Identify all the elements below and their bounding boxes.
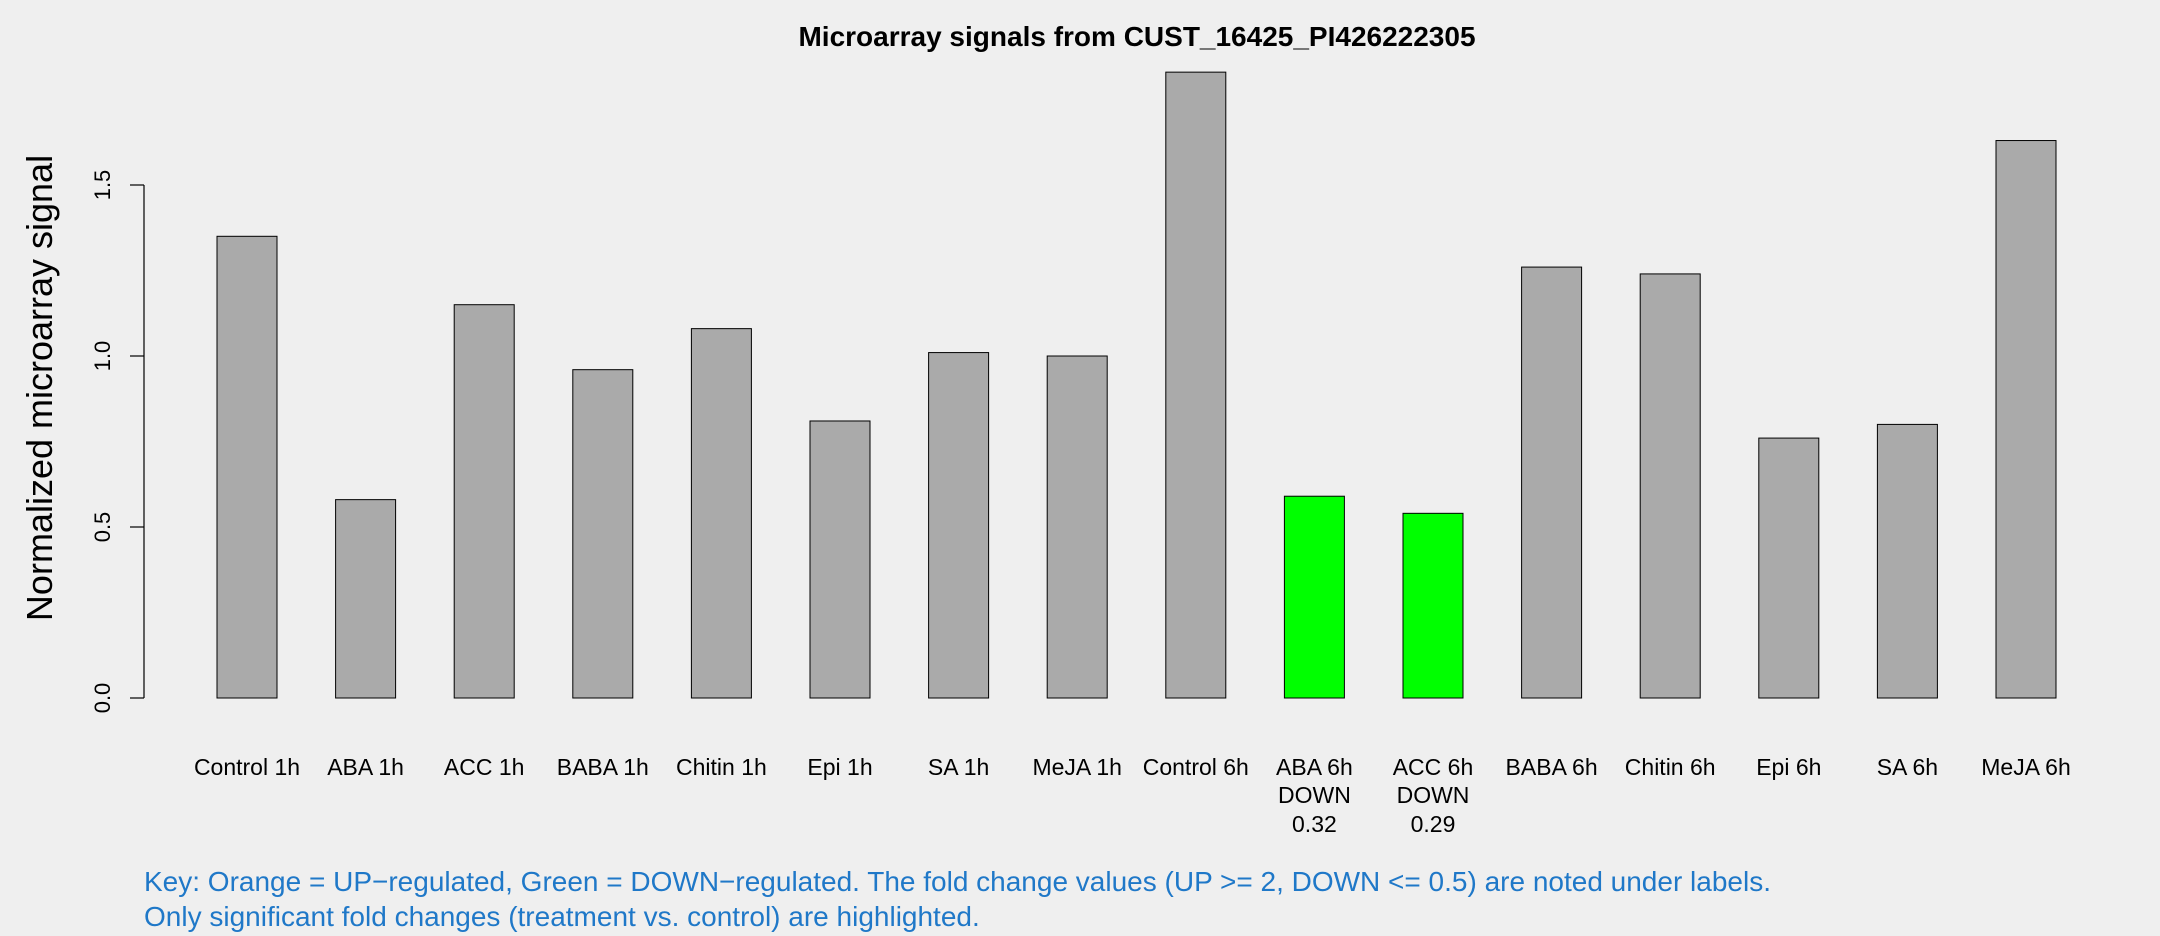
bar bbox=[216, 235, 278, 699]
x-tick-label: Control 1h bbox=[194, 754, 300, 780]
x-tick-label: ACC 6h bbox=[1393, 754, 1474, 780]
x-tick-label: Epi 6h bbox=[1756, 754, 1821, 780]
y-tick-label: 0.0 bbox=[90, 683, 115, 714]
bar bbox=[1402, 512, 1464, 699]
x-tick-label: BABA 1h bbox=[557, 754, 649, 780]
bar bbox=[1521, 266, 1583, 699]
key-note-line-1: Key: Orange = UP−regulated, Green = DOWN… bbox=[144, 866, 1771, 897]
x-tick-label: ACC 1h bbox=[444, 754, 525, 780]
x-tick-label: ABA 1h bbox=[327, 754, 404, 780]
y-tick-label: 1.5 bbox=[90, 170, 115, 201]
bar bbox=[1639, 273, 1701, 699]
y-tick-label: 1.0 bbox=[90, 341, 115, 372]
bar bbox=[572, 369, 634, 699]
x-tick-label: SA 1h bbox=[928, 754, 989, 780]
fold-change-label: 0.32 bbox=[1292, 811, 1337, 837]
bar bbox=[1758, 437, 1820, 699]
x-tick-labels: Control 1h ABA 1h ACC 1h BABA 1h Chitin 1h Ep… bbox=[194, 754, 2071, 837]
bar bbox=[1046, 355, 1108, 699]
bar bbox=[335, 499, 397, 699]
bar bbox=[690, 328, 752, 699]
y-axis: 0.0 0.5 1.0 1.5 bbox=[90, 170, 145, 714]
x-tick-label: SA 6h bbox=[1877, 754, 1938, 780]
x-tick-label: Chitin 6h bbox=[1625, 754, 1716, 780]
x-tick-label: Chitin 1h bbox=[676, 754, 767, 780]
chart-title: Microarray signals from CUST_16425_PI426… bbox=[798, 21, 1475, 52]
bar bbox=[1995, 140, 2057, 699]
y-axis-label: Normalized microarray signal bbox=[19, 155, 60, 621]
x-tick-label: ABA 6h bbox=[1276, 754, 1353, 780]
y-tick-label: 0.5 bbox=[90, 512, 115, 543]
x-tick-label: Control 6h bbox=[1143, 754, 1249, 780]
bar bbox=[1165, 71, 1227, 699]
bar bbox=[453, 304, 515, 699]
x-tick-label: BABA 6h bbox=[1506, 754, 1598, 780]
bar bbox=[809, 420, 871, 699]
regulation-label: DOWN bbox=[1278, 782, 1351, 808]
bar-series bbox=[216, 71, 2057, 699]
bar bbox=[1876, 423, 1938, 699]
regulation-label: DOWN bbox=[1397, 782, 1470, 808]
x-tick-label: MeJA 1h bbox=[1032, 754, 1122, 780]
x-tick-label: MeJA 6h bbox=[1981, 754, 2071, 780]
bar bbox=[1283, 495, 1345, 699]
fold-change-label: 0.29 bbox=[1411, 811, 1456, 837]
key-note-line-2: Only significant fold changes (treatment… bbox=[144, 901, 980, 932]
x-tick-label: Epi 1h bbox=[807, 754, 872, 780]
bar bbox=[928, 352, 990, 699]
